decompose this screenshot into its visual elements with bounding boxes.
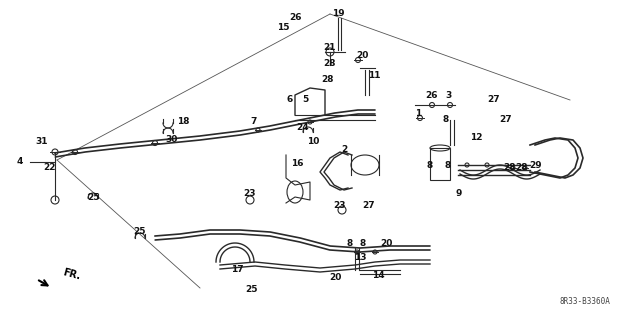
Text: 2: 2 (341, 145, 347, 154)
Text: 26: 26 (289, 13, 301, 23)
Text: 22: 22 (44, 164, 56, 173)
Text: 3: 3 (445, 91, 451, 100)
Text: 8: 8 (443, 115, 449, 124)
Text: 8: 8 (360, 240, 366, 249)
Text: 12: 12 (470, 132, 483, 142)
Text: 19: 19 (332, 10, 344, 19)
Text: 28: 28 (321, 76, 333, 85)
Text: 27: 27 (488, 95, 500, 105)
Text: 25: 25 (87, 194, 99, 203)
Text: 1: 1 (415, 108, 421, 117)
Text: 10: 10 (307, 137, 319, 145)
Text: 9: 9 (456, 189, 462, 198)
Text: 16: 16 (291, 159, 303, 167)
Text: 28: 28 (504, 164, 516, 173)
Text: 7: 7 (251, 117, 257, 127)
Text: 30: 30 (166, 135, 178, 144)
Text: 21: 21 (323, 42, 335, 51)
Text: 20: 20 (380, 240, 392, 249)
Text: 18: 18 (177, 117, 189, 127)
Text: 4: 4 (17, 158, 23, 167)
Text: 8: 8 (445, 160, 451, 169)
Text: 23: 23 (243, 189, 255, 197)
Text: 28: 28 (516, 164, 528, 173)
Text: 27: 27 (500, 115, 512, 123)
Text: 6: 6 (287, 95, 293, 105)
Text: FR.: FR. (62, 268, 82, 282)
Text: 25: 25 (246, 286, 259, 294)
Text: 25: 25 (134, 227, 147, 236)
Text: 26: 26 (426, 91, 438, 100)
Text: 20: 20 (329, 273, 341, 283)
Text: 20: 20 (356, 50, 368, 60)
Text: 14: 14 (372, 271, 384, 279)
Text: 23: 23 (333, 201, 346, 210)
Bar (430, 148, 450, 180)
Text: 31: 31 (36, 137, 48, 146)
Text: 8: 8 (427, 160, 433, 169)
Text: 29: 29 (530, 160, 542, 169)
Text: 5: 5 (302, 95, 308, 105)
Text: 27: 27 (363, 201, 375, 210)
Text: 15: 15 (276, 24, 289, 33)
Text: 11: 11 (368, 70, 380, 79)
Text: 17: 17 (230, 265, 243, 275)
Text: 8R33-B3360A: 8R33-B3360A (559, 297, 610, 306)
Text: 13: 13 (354, 254, 366, 263)
Text: 24: 24 (297, 123, 309, 132)
Text: 8: 8 (347, 240, 353, 249)
Text: 28: 28 (323, 58, 335, 68)
